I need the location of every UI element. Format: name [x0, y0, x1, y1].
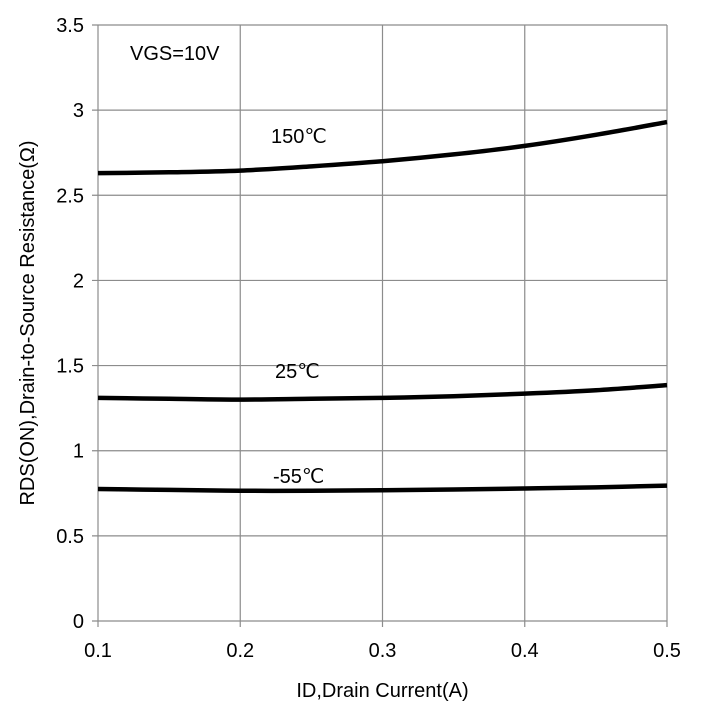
- series-line-25c: [97, 382, 668, 402]
- y-tick-label: 1.5: [56, 356, 84, 378]
- label-25c: 25℃: [275, 361, 320, 383]
- y-tick-label: 0.5: [56, 526, 84, 548]
- series-lines: [97, 119, 668, 494]
- x-tick-label: 0.4: [511, 640, 539, 662]
- y-tick-label: 2.5: [56, 185, 84, 207]
- grid: [92, 24, 668, 627]
- tick-labels: 0 0.5 1 1.5 2 2.5 3 3.5 0.1 0.2 0.3 0.4 0.5: [56, 15, 681, 662]
- condition-annotation: VGS=10V: [130, 43, 220, 65]
- series-line-150c: [97, 119, 668, 176]
- y-tick-label: 0: [73, 611, 84, 633]
- label-150c: 150℃: [271, 126, 327, 148]
- annotations: VGS=10V 150℃ 25℃ -55℃: [130, 43, 327, 488]
- x-axis-title: ID,Drain Current(A): [296, 680, 468, 702]
- series-line-minus55c: [97, 483, 668, 494]
- label-minus55c: -55℃: [273, 466, 324, 488]
- y-tick-label: 3: [73, 100, 84, 122]
- x-tick-label: 0.3: [369, 640, 397, 662]
- y-tick-label: 2: [73, 270, 84, 292]
- x-tick-label: 0.5: [653, 640, 681, 662]
- x-tick-label: 0.1: [84, 640, 112, 662]
- y-tick-label: 1: [73, 441, 84, 463]
- y-tick-label: 3.5: [56, 15, 84, 37]
- x-tick-label: 0.2: [226, 640, 254, 662]
- y-axis-title: RDS(ON),Drain-to-Source Resistance(Ω): [17, 140, 39, 505]
